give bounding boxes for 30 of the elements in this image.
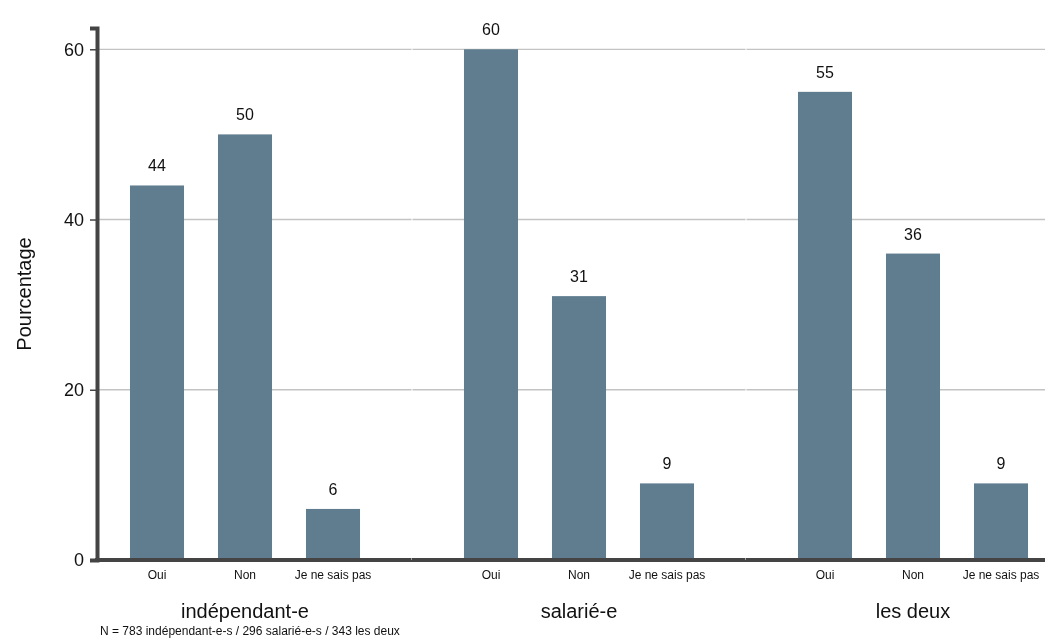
data-label: 31 — [570, 268, 588, 286]
y-tick-label: 60 — [63, 39, 84, 60]
x-tick-label: Oui — [815, 567, 835, 582]
text: N = 783 indépendant-e-s / 296 salarié-e-s / 343 les deux — [100, 624, 400, 638]
y-tick-label: 40 — [63, 209, 84, 230]
data-label: 60 — [482, 21, 500, 39]
bar — [129, 185, 185, 560]
data-label: 44 — [148, 157, 166, 175]
y-axis-title: Pourcentage — [13, 237, 35, 351]
bar — [305, 508, 361, 560]
x-tick-label: Non — [233, 567, 257, 582]
data-label: 36 — [904, 225, 922, 243]
x-axis-title: salarié-e — [540, 600, 618, 622]
data-label: 9 — [996, 455, 1006, 473]
x-tick-label: Je ne sais pas — [628, 567, 706, 582]
bar — [217, 134, 273, 560]
data-label: 9 — [662, 455, 672, 473]
x-tick-label: Oui — [147, 567, 167, 582]
x-axis-title: les deux — [875, 600, 951, 622]
x-tick-label: Je ne sais pas — [294, 567, 372, 582]
data-label: 50 — [236, 106, 254, 124]
data-label: 6 — [328, 480, 338, 498]
x-tick-label: Je ne sais pas — [962, 567, 1040, 582]
y-tick-label: 0 — [73, 550, 84, 571]
x-axis-title: indépendant-e — [181, 600, 309, 622]
x-tick-label: Non — [567, 567, 591, 582]
data-label: 55 — [816, 63, 834, 81]
y-tick-label: 20 — [63, 380, 84, 401]
x-tick-label: Non — [901, 567, 925, 582]
x-tick-label: Oui — [481, 567, 501, 582]
